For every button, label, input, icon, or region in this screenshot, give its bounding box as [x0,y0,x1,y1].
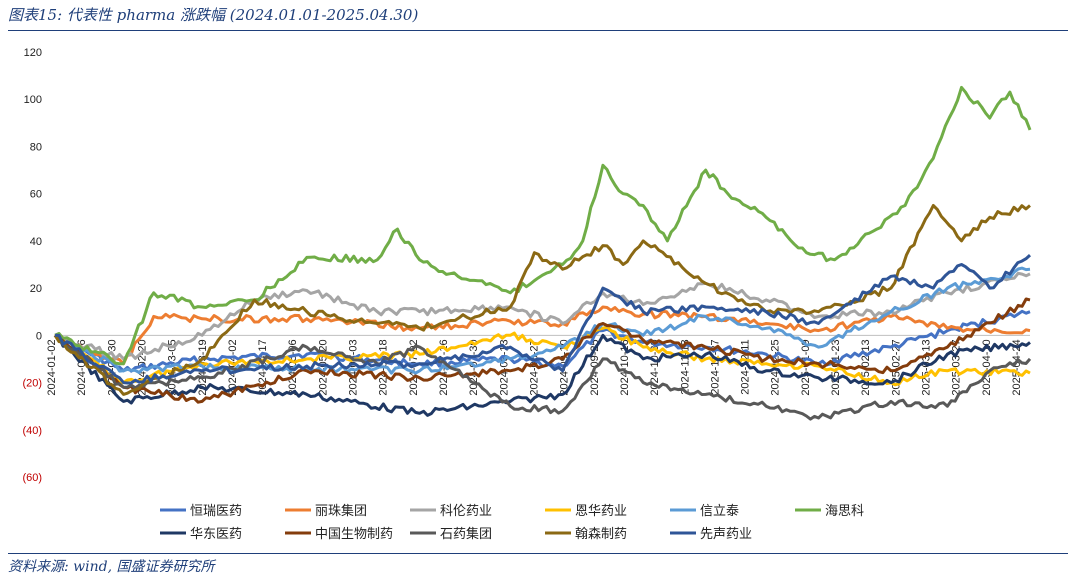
x-tick-label: 2025-03-27 [951,339,963,395]
legend-label: 中国生物制药 [315,527,393,542]
series-layer [53,85,1032,421]
legend-label: 华东医药 [190,527,242,542]
x-tick-label: 2024-01-02 [46,339,58,395]
y-tick-label: 100 [24,94,42,106]
legend-label: 翰森制药 [575,527,627,542]
series-line [54,271,1031,361]
source-note: 资料来源: wind, 国盛证券研究所 [8,559,215,575]
y-tick-label: 80 [30,141,42,153]
y-tick-label: (20) [22,378,42,390]
x-tick-label: 2025-01-23 [830,339,842,395]
legend-label: 石药集团 [440,526,492,542]
y-tick-label: 120 [24,47,42,59]
series-line [54,297,1031,404]
x-tick-label: 2025-04-24 [1011,339,1023,395]
series-line [54,333,1031,417]
figure-title: 图表15: 代表性 pharma 涨跌幅 (2024.01.01-2025.04… [8,6,419,24]
legend-label: 恩华药业 [575,504,627,519]
y-tick-label: 0 [36,330,42,342]
x-tick-label: 2024-11-27 [709,339,721,394]
x-tick-label: 2024-06-03 [348,339,360,395]
series-line [53,266,1031,375]
y-axis: 120 100 80 60 40 20 0 (20) (40) (60) [22,47,42,484]
legend-label: 先声药业 [700,527,752,542]
legend-label: 科伦药业 [440,504,492,519]
x-tick-label: 2025-04-10 [981,339,993,395]
y-tick-label: 40 [30,236,42,248]
series-line [54,85,1032,366]
y-tick-label: (40) [22,425,42,437]
source-rule [8,553,1068,554]
legend-label: 恒瑞医药 [190,504,242,519]
line-chart: 120 100 80 60 40 20 0 (20) (40) (60) 2024-01-02 20… [22,47,1032,542]
x-tick-label: 2024-10-16 [619,339,631,395]
y-tick-label: (60) [22,472,42,484]
legend-label: 丽珠集团 [315,503,367,519]
x-tick-label: 2025-03-13 [921,339,933,395]
series-line [54,325,1031,387]
title-rule [8,30,1068,31]
x-tick-label: 2025-01-09 [800,339,812,395]
legend-label: 海思科 [825,504,864,519]
series-line [54,253,1032,385]
x-tick-label: 2024-08-13 [498,339,510,395]
series-line [53,334,1032,421]
y-tick-label: 60 [30,189,42,201]
y-tick-label: 20 [30,283,42,295]
legend-label: 信立泰 [700,504,739,519]
